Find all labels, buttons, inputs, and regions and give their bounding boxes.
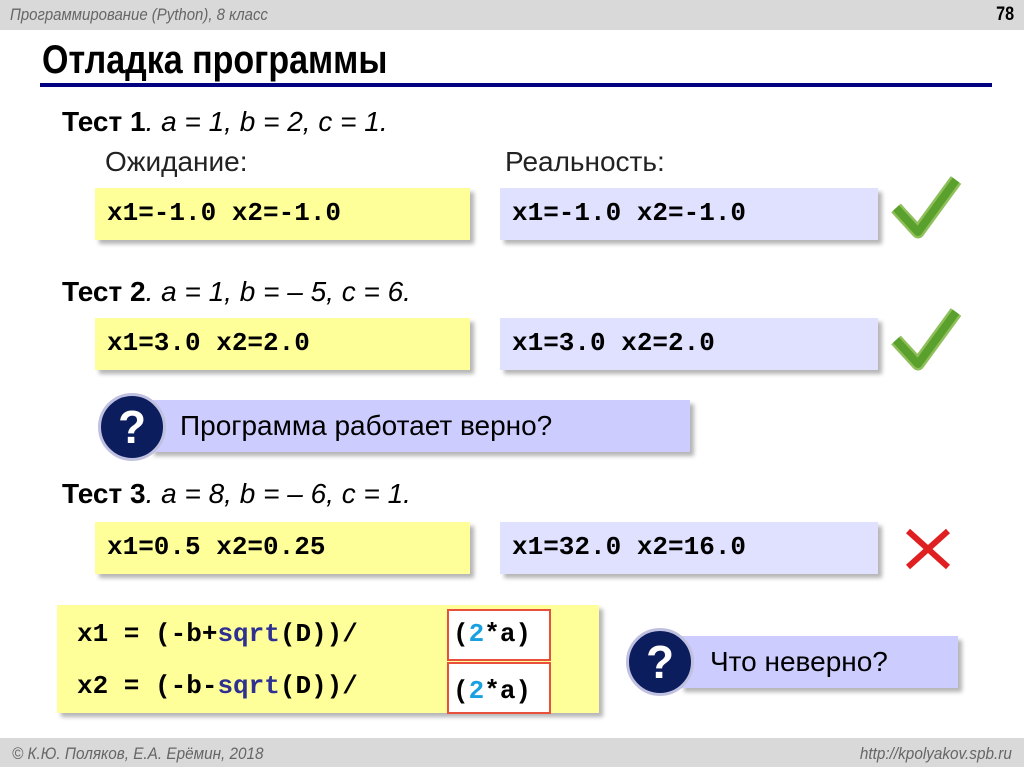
- title-underline: [40, 83, 992, 87]
- question-callout-2: Что неверно?: [680, 636, 958, 688]
- cross-icon: [905, 528, 951, 570]
- test-1-actual: x1=-1.0 x2=-1.0: [500, 188, 878, 240]
- test-3-actual: x1=32.0 x2=16.0: [500, 522, 878, 574]
- slide-title: Отладка программы: [42, 38, 388, 82]
- test-2-heading: Тест 2. a = 1, b = – 5, c = 6.: [62, 276, 411, 307]
- actual-label: Реальность:: [505, 146, 665, 177]
- test-1-heading: Тест 1. a = 1, b = 2, c = 1.: [62, 106, 388, 137]
- header-bar: [0, 0, 1024, 30]
- test-2-expected: x1=3.0 x2=2.0: [95, 318, 470, 370]
- check-icon: [891, 176, 962, 239]
- code-line-2: x2 = (-b-sqrt(D))/: [77, 671, 358, 701]
- test-1-expected: x1=-1.0 x2=-1.0: [95, 188, 470, 240]
- test-3-heading: Тест 3. a = 8, b = – 6, c = 1.: [62, 478, 411, 509]
- code-line-1: x1 = (-b+sqrt(D))/: [77, 619, 358, 649]
- course-title: Программирование (Python), 8 класс: [10, 5, 268, 24]
- highlight-denominator-1: (2*a): [447, 609, 551, 661]
- test-3-expected: x1=0.5 x2=0.25: [95, 522, 470, 574]
- highlight-denominator-2: (2*a): [447, 662, 551, 714]
- site-link[interactable]: http://kpolyakov.spb.ru: [860, 744, 1012, 763]
- check-icon: [891, 308, 962, 371]
- page-number: 78: [996, 4, 1014, 25]
- footer-bar: [0, 738, 1024, 767]
- test-2-actual: x1=3.0 x2=2.0: [500, 318, 878, 370]
- question-icon: ?: [98, 393, 166, 461]
- code-block: x1 = (-b+sqrt(D))/ x2 = (-b-sqrt(D))/ (2…: [57, 605, 599, 714]
- question-icon: ?: [626, 628, 694, 696]
- question-callout-1: Программа работает верно?: [150, 400, 690, 452]
- expected-label: Ожидание:: [105, 146, 248, 177]
- copyright: © К.Ю. Поляков, Е.А. Ерёмин, 2018: [12, 744, 264, 763]
